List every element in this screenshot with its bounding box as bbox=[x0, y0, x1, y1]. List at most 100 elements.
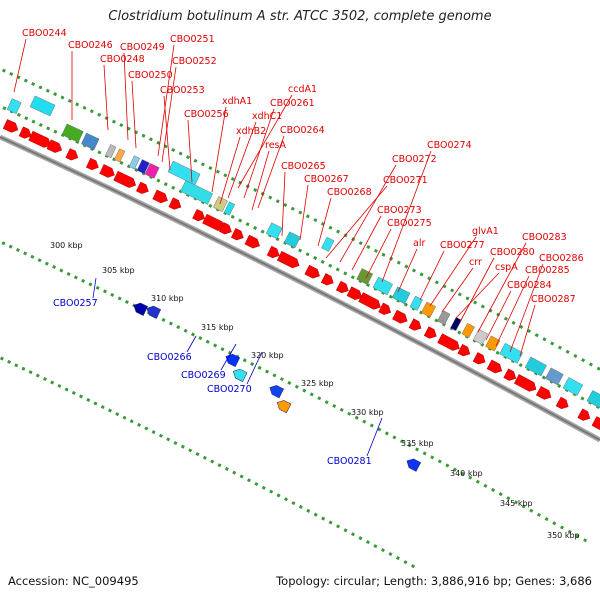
reverse-gene-arrow bbox=[269, 385, 284, 399]
ring-dot bbox=[581, 358, 586, 363]
ring-dot bbox=[67, 98, 72, 103]
ring-dot bbox=[124, 299, 129, 304]
ring-dot bbox=[176, 325, 181, 330]
gene-arrow bbox=[276, 250, 300, 269]
ring-dot bbox=[253, 225, 258, 230]
ring-dot bbox=[7, 359, 12, 364]
gene-arrow bbox=[304, 264, 320, 279]
gene-label-cbo0270: CBO0270 bbox=[207, 384, 252, 395]
ring-dot bbox=[369, 423, 374, 428]
ring-dot bbox=[419, 272, 424, 277]
ring-dot bbox=[171, 147, 176, 152]
gene-label-alr: alr bbox=[413, 238, 425, 249]
leader-line bbox=[227, 121, 257, 199]
gene-label-ccda1: ccdA1 bbox=[288, 84, 317, 95]
ring-dot bbox=[223, 173, 228, 178]
ring-dot bbox=[57, 383, 62, 388]
leader-line bbox=[339, 164, 397, 263]
ring-dot bbox=[86, 397, 91, 402]
gene-arrow bbox=[423, 326, 437, 339]
ring-dot bbox=[396, 260, 401, 265]
ring-dot bbox=[38, 122, 43, 127]
ring-dot bbox=[119, 160, 124, 165]
gene-arrow bbox=[555, 396, 569, 409]
gene-arrow bbox=[266, 245, 280, 259]
ring-dot bbox=[473, 300, 478, 305]
gene-label-cbo0268: CBO0268 bbox=[327, 187, 372, 198]
ring-dot bbox=[343, 528, 348, 533]
ring-dot bbox=[180, 444, 185, 449]
ring-dot bbox=[596, 366, 600, 371]
ring-dot bbox=[513, 500, 519, 505]
leader-line bbox=[495, 275, 530, 347]
reverse-gene-arrow bbox=[232, 368, 248, 382]
ring-dot bbox=[411, 268, 417, 273]
leader-line bbox=[459, 257, 495, 323]
ring-dot bbox=[163, 182, 168, 187]
ring-dot bbox=[156, 178, 161, 183]
ring-dot bbox=[552, 521, 557, 526]
leader-line bbox=[257, 135, 285, 209]
ring-dot bbox=[71, 390, 76, 395]
ring-dot bbox=[519, 324, 524, 329]
ring-dot bbox=[9, 71, 14, 76]
ring-dot bbox=[290, 206, 295, 211]
gene-label-cbo0264: CBO0264 bbox=[280, 125, 325, 136]
ring-dot bbox=[50, 380, 55, 385]
ring-dot bbox=[95, 285, 100, 290]
feature-box bbox=[437, 310, 451, 326]
ring-dot bbox=[37, 258, 42, 263]
feature-box bbox=[136, 159, 150, 175]
ring-dot bbox=[156, 140, 161, 145]
gene-arrow bbox=[503, 368, 517, 381]
ring-dot bbox=[434, 318, 439, 323]
ring-dot bbox=[213, 343, 218, 348]
ring-dot bbox=[66, 271, 71, 276]
ring-dot bbox=[107, 408, 112, 413]
gene-arrow bbox=[408, 318, 422, 331]
feature-box bbox=[114, 148, 126, 163]
ring-dot bbox=[306, 508, 311, 513]
gene-arrow bbox=[378, 302, 392, 315]
reverse-gene-arrow bbox=[406, 458, 422, 472]
gene-label-cbo0284: CBO0284 bbox=[507, 280, 552, 291]
ring-dot bbox=[217, 463, 222, 468]
ring-dot bbox=[257, 365, 262, 370]
leader-line bbox=[220, 343, 237, 371]
ring-dot bbox=[392, 435, 397, 440]
feature-box bbox=[409, 295, 423, 311]
gene-label-xdhb2: xdhB2 bbox=[236, 126, 266, 137]
feature-box bbox=[356, 268, 374, 285]
ring-dot bbox=[190, 332, 195, 337]
ring-dot bbox=[350, 275, 355, 280]
ring-dot bbox=[23, 78, 28, 83]
ring-dot bbox=[2, 106, 7, 111]
ring-dot bbox=[60, 95, 65, 100]
gene-label-cbo0277: CBO0277 bbox=[440, 240, 485, 251]
leader-line bbox=[366, 417, 383, 457]
ring-dot bbox=[521, 504, 526, 509]
ring-dot bbox=[335, 267, 340, 272]
gene-arrow bbox=[99, 164, 115, 178]
ring-dot bbox=[97, 150, 102, 155]
accession-text: Accession: NC_009495 bbox=[8, 574, 139, 588]
ring-dot bbox=[358, 536, 363, 541]
gene-arrow bbox=[535, 385, 552, 400]
ring-dot bbox=[460, 471, 465, 476]
ring-dot bbox=[328, 225, 333, 230]
feature-box bbox=[128, 155, 140, 170]
gene-label-cbo0256: CBO0256 bbox=[184, 109, 229, 120]
ring-dot bbox=[365, 540, 370, 545]
feature-box bbox=[321, 236, 335, 252]
gene-label-resa: resA bbox=[265, 140, 286, 151]
gene-label-cbo0274: CBO0274 bbox=[427, 140, 472, 151]
ring-dot bbox=[468, 475, 473, 480]
gene-arrow bbox=[358, 292, 381, 310]
ring-dot bbox=[205, 339, 210, 344]
leader-line bbox=[186, 335, 197, 353]
ring-dot bbox=[158, 433, 163, 438]
ring-dot bbox=[186, 155, 191, 160]
ring-dot bbox=[506, 496, 511, 501]
